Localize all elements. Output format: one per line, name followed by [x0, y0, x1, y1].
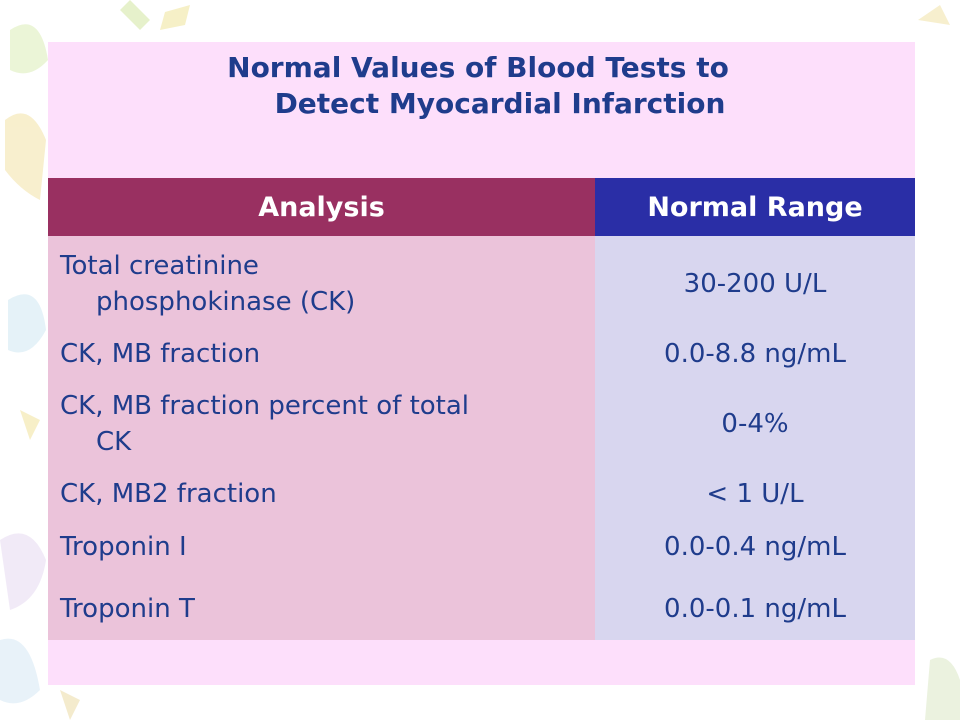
table-row: Troponin T 0.0-0.1 ng/mL [48, 578, 915, 640]
range-cell: 0.0-0.1 ng/mL [595, 578, 915, 640]
analysis-cell: CK, MB fraction [48, 332, 595, 376]
table-header-row: Analysis Normal Range [48, 178, 915, 236]
range-cell: 30-200 U/L [595, 236, 915, 332]
blood-test-table: Analysis Normal Range Total creatinine p… [48, 178, 915, 640]
range-cell: < 1 U/L [595, 472, 915, 516]
header-analysis: Analysis [48, 178, 595, 236]
range-cell: 0.0-0.4 ng/mL [595, 516, 915, 578]
slide-title-line-1: Normal Values of Blood Tests to [227, 51, 729, 84]
range-cell: 0.0-8.8 ng/mL [595, 332, 915, 376]
table-row: Troponin I 0.0-0.4 ng/mL [48, 516, 915, 578]
analysis-cell: CK, MB2 fraction [48, 472, 595, 516]
analysis-cell: Troponin I [48, 516, 595, 578]
range-cell: 0-4% [595, 376, 915, 472]
table-row: CK, MB fraction percent of total CK 0-4% [48, 376, 915, 472]
analysis-cell: Troponin T [48, 578, 595, 640]
table-row: CK, MB2 fraction < 1 U/L [48, 472, 915, 516]
table-row: Total creatinine phosphokinase (CK) 30-2… [48, 236, 915, 332]
analysis-cell: CK, MB fraction percent of total CK [48, 376, 595, 472]
header-normal-range: Normal Range [595, 178, 915, 236]
slide-title: Normal Values of Blood Tests to Detect M… [0, 50, 960, 122]
table-row: CK, MB fraction 0.0-8.8 ng/mL [48, 332, 915, 376]
slide-title-line-2: Detect Myocardial Infarction [274, 87, 726, 120]
analysis-cell: Total creatinine phosphokinase (CK) [48, 236, 595, 332]
